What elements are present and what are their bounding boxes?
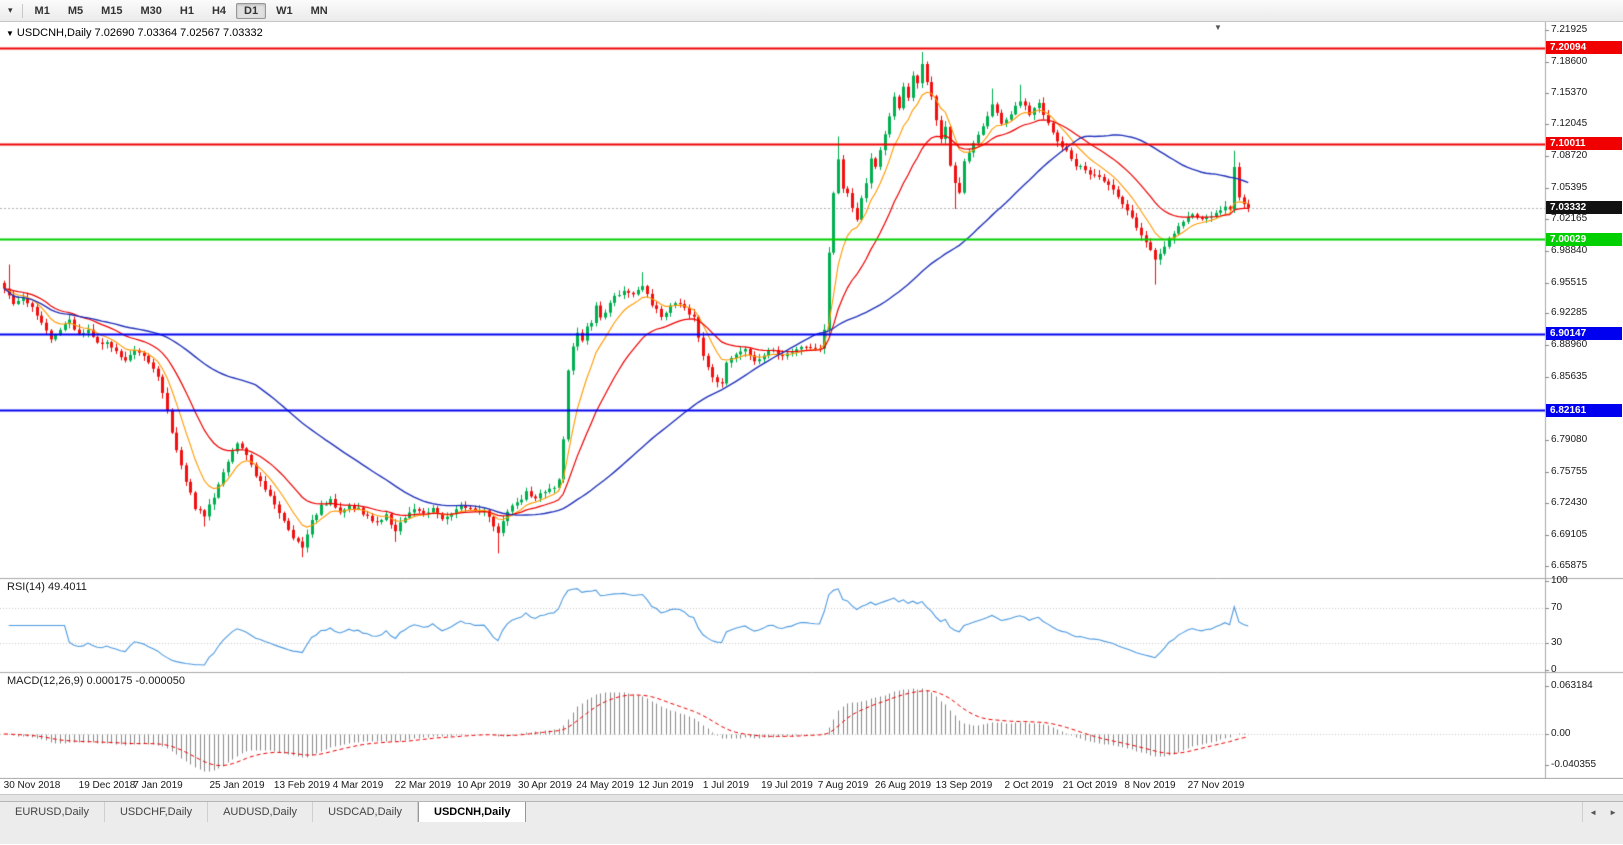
time-axis-label: 26 Aug 2019 — [874, 780, 932, 791]
time-axis-label: 30 Apr 2019 — [518, 780, 572, 791]
timeframe-toolbar: ▾ M1 M5 M15 M30 H1 H4 D1 W1 MN — [0, 0, 1623, 22]
time-axis-label: 27 Nov 2019 — [1187, 780, 1245, 791]
tab-usdcnh-daily[interactable]: USDCNH,Daily — [418, 802, 527, 822]
timeframe-button-mn[interactable]: MN — [310, 4, 328, 17]
time-axis-label: 1 Jul 2019 — [702, 780, 750, 791]
chart-tabs-bar: EURUSD,Daily USDCHF,Daily AUDUSD,Daily USDC… — [0, 801, 1623, 822]
time-axis-label: 2 Oct 2019 — [1004, 780, 1054, 791]
timeframe-button-m15[interactable]: M15 — [101, 4, 123, 17]
time-axis-label: 24 May 2019 — [576, 780, 634, 791]
time-axis-label: 7 Aug 2019 — [817, 780, 869, 791]
time-axis-label: 4 Mar 2019 — [332, 780, 384, 791]
timeframe-button-m1[interactable]: M1 — [34, 4, 50, 17]
time-axis-label: 13 Feb 2019 — [273, 780, 331, 791]
price-chart-canvas[interactable] — [0, 22, 1623, 779]
time-axis-label: 13 Sep 2019 — [935, 780, 993, 791]
time-axis-label: 22 Mar 2019 — [394, 780, 452, 791]
tab-usdchf-daily[interactable]: USDCHF,Daily — [105, 802, 209, 822]
time-axis-label: 25 Jan 2019 — [209, 780, 265, 791]
time-axis-label: 10 Apr 2019 — [457, 780, 511, 791]
chart-tabs: EURUSD,Daily USDCHF,Daily AUDUSD,Daily USDC… — [0, 802, 527, 822]
time-axis-label: 21 Oct 2019 — [1062, 780, 1118, 791]
timeframe-button-w1[interactable]: W1 — [276, 4, 293, 17]
tab-scroll-left-button[interactable]: ◄ — [1589, 807, 1598, 817]
time-axis-label: 19 Dec 2018 — [78, 780, 136, 791]
chart-dropdown-icon[interactable]: ▾ — [8, 5, 13, 15]
status-strip — [0, 822, 1623, 844]
timeframe-buttons: M1 M5 M15 M30 H1 H4 D1 W1 MN — [27, 2, 336, 19]
tab-eurusd-daily[interactable]: EURUSD,Daily — [0, 802, 105, 822]
time-axis-label: 30 Nov 2018 — [3, 780, 61, 791]
time-axis-label: 7 Jan 2019 — [133, 780, 183, 791]
timeframe-button-m30[interactable]: M30 — [140, 4, 162, 17]
timeframe-button-h4[interactable]: H4 — [211, 4, 227, 17]
tab-scroll-right-button[interactable]: ► — [1609, 807, 1617, 817]
timeframe-button-d1[interactable]: D1 — [236, 2, 267, 19]
toolbar-divider — [21, 3, 23, 18]
chart-area: ▼ USDCNH,Daily 7.02690 7.03364 7.02567 7.… — [0, 22, 1623, 779]
chart-horizontal-scrollbar[interactable] — [0, 794, 1623, 801]
time-axis-label: 12 Jun 2019 — [638, 780, 694, 791]
tab-scroll-arrows: ◄ ► — [1582, 802, 1623, 822]
time-axis-label: 19 Jul 2019 — [761, 780, 813, 791]
time-axis-label: 8 Nov 2019 — [1124, 780, 1176, 791]
tab-usdcad-daily[interactable]: USDCAD,Daily — [313, 802, 419, 822]
tab-audusd-daily[interactable]: AUDUSD,Daily — [208, 802, 314, 822]
timeframe-button-m5[interactable]: M5 — [67, 4, 84, 17]
timeframe-button-h1[interactable]: H1 — [179, 4, 194, 17]
time-axis: 30 Nov 2018 19 Dec 2018 7 Jan 2019 25 Jan 2… — [0, 779, 1623, 794]
